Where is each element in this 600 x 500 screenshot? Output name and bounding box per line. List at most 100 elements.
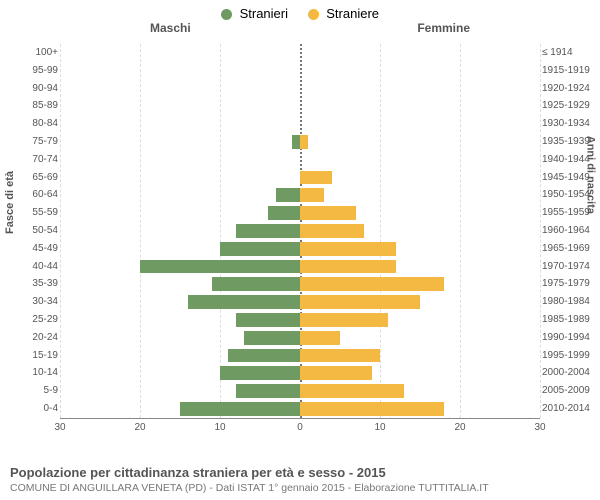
birth-label: 1960-1964 (542, 222, 596, 240)
birth-label: 1970-1974 (542, 258, 596, 276)
pyramid-row: 95-991915-1919 (60, 62, 540, 80)
birth-label: 1995-1999 (542, 347, 596, 365)
pyramid-row: 15-191995-1999 (60, 347, 540, 365)
age-label: 35-39 (18, 275, 58, 293)
birth-label: 1990-1994 (542, 329, 596, 347)
age-label: 60-64 (18, 186, 58, 204)
birth-label: 2005-2009 (542, 382, 596, 400)
bar-male (228, 349, 300, 363)
bar-female (300, 295, 420, 309)
legend-female: Straniere (308, 6, 379, 21)
chart-title: Popolazione per cittadinanza straniera p… (10, 465, 590, 480)
pyramid-row: 55-591955-1959 (60, 204, 540, 222)
birth-label: 1950-1954 (542, 186, 596, 204)
bar-female (300, 135, 308, 149)
bar-female (300, 188, 324, 202)
bar-male (236, 224, 300, 238)
bar-male (292, 135, 300, 149)
birth-label: 1930-1934 (542, 115, 596, 133)
chart-subtitle: COMUNE DI ANGUILLARA VENETA (PD) - Dati … (10, 482, 590, 494)
legend: Stranieri Straniere (0, 0, 600, 21)
x-tick: 20 (454, 422, 465, 433)
pyramid-row: 75-791935-1939 (60, 133, 540, 151)
legend-male: Stranieri (221, 6, 288, 21)
pyramid-chart: Fasce di età Anni di nascita 100+≤ 19149… (0, 44, 600, 448)
x-axis: 3020100102030 (60, 418, 540, 438)
age-label: 85-89 (18, 97, 58, 115)
age-label: 90-94 (18, 80, 58, 98)
x-tick: 0 (297, 422, 303, 433)
bar-female (300, 331, 340, 345)
age-label: 50-54 (18, 222, 58, 240)
pyramid-row: 10-142000-2004 (60, 364, 540, 382)
pyramid-row: 30-341980-1984 (60, 293, 540, 311)
pyramid-row: 60-641950-1954 (60, 186, 540, 204)
bar-female (300, 260, 396, 274)
age-label: 5-9 (18, 382, 58, 400)
bar-female (300, 402, 444, 416)
birth-label: 1915-1919 (542, 62, 596, 80)
age-label: 30-34 (18, 293, 58, 311)
birth-label: 1985-1989 (542, 311, 596, 329)
pyramid-row: 80-841930-1934 (60, 115, 540, 133)
bar-male (212, 277, 300, 291)
pyramid-row: 20-241990-1994 (60, 329, 540, 347)
bar-male (188, 295, 300, 309)
x-tick: 10 (374, 422, 385, 433)
age-label: 55-59 (18, 204, 58, 222)
birth-label: 1920-1924 (542, 80, 596, 98)
bar-male (220, 242, 300, 256)
x-tick: 30 (54, 422, 65, 433)
birth-label: ≤ 1914 (542, 44, 596, 62)
pyramid-row: 45-491965-1969 (60, 240, 540, 258)
age-label: 40-44 (18, 258, 58, 276)
age-label: 45-49 (18, 240, 58, 258)
age-label: 80-84 (18, 115, 58, 133)
birth-label: 1955-1959 (542, 204, 596, 222)
legend-female-swatch (308, 9, 319, 20)
birth-label: 1980-1984 (542, 293, 596, 311)
bar-female (300, 224, 364, 238)
birth-label: 1975-1979 (542, 275, 596, 293)
bar-female (300, 277, 444, 291)
legend-male-swatch (221, 9, 232, 20)
bar-female (300, 206, 356, 220)
pyramid-row: 50-541960-1964 (60, 222, 540, 240)
bar-female (300, 366, 372, 380)
bar-female (300, 349, 380, 363)
age-label: 15-19 (18, 347, 58, 365)
bar-female (300, 313, 388, 327)
pyramid-row: 25-291985-1989 (60, 311, 540, 329)
y-axis-label-left: Fasce di età (4, 171, 16, 234)
age-label: 75-79 (18, 133, 58, 151)
age-label: 70-74 (18, 151, 58, 169)
bar-male (236, 313, 300, 327)
pyramid-row: 100+≤ 1914 (60, 44, 540, 62)
pyramid-row: 85-891925-1929 (60, 97, 540, 115)
chart-rows: 100+≤ 191495-991915-191990-941920-192485… (60, 44, 540, 418)
bar-male (276, 188, 300, 202)
bar-female (300, 242, 396, 256)
bar-male (220, 366, 300, 380)
bar-male (268, 206, 300, 220)
column-headers: Maschi Femmine (0, 21, 600, 37)
bar-female (300, 384, 404, 398)
legend-male-label: Stranieri (240, 6, 288, 21)
age-label: 0-4 (18, 400, 58, 418)
birth-label: 1940-1944 (542, 151, 596, 169)
age-label: 25-29 (18, 311, 58, 329)
birth-label: 1945-1949 (542, 169, 596, 187)
bar-male (140, 260, 300, 274)
bar-female (300, 171, 332, 185)
header-right: Femmine (417, 21, 470, 35)
header-left: Maschi (150, 21, 191, 35)
birth-label: 2000-2004 (542, 364, 596, 382)
pyramid-row: 90-941920-1924 (60, 80, 540, 98)
age-label: 65-69 (18, 169, 58, 187)
pyramid-row: 65-691945-1949 (60, 169, 540, 187)
legend-female-label: Straniere (326, 6, 379, 21)
pyramid-row: 5-92005-2009 (60, 382, 540, 400)
age-label: 20-24 (18, 329, 58, 347)
bar-male (180, 402, 300, 416)
x-tick: 20 (134, 422, 145, 433)
